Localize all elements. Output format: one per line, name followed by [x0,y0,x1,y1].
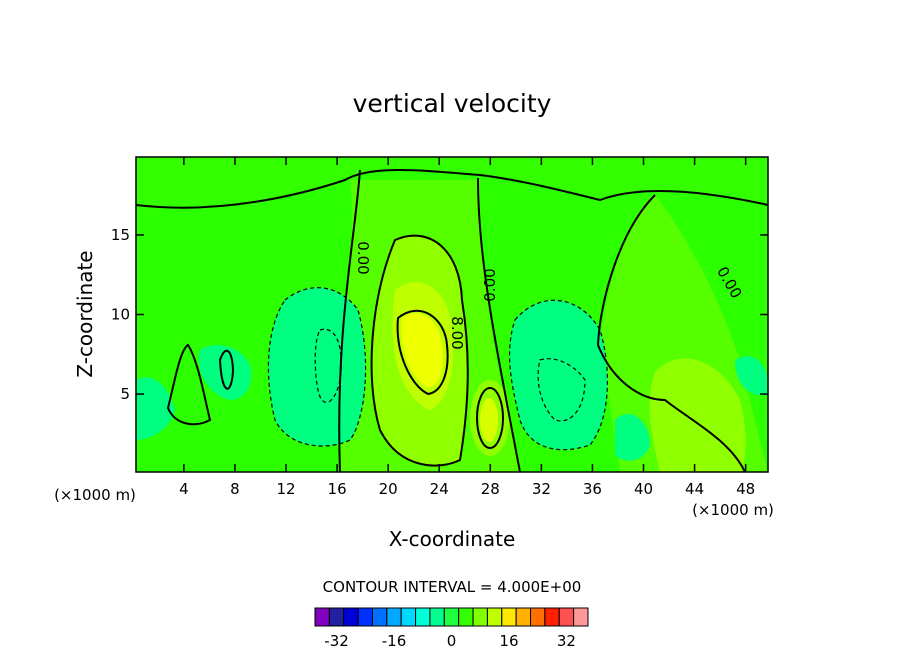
contour-interval: CONTOUR INTERVAL = 4.000E+00 [323,578,582,596]
field-region [735,356,768,396]
colorbar-swatch [544,607,560,627]
colorbar-swatch [515,607,532,627]
x-tick-label: 40 [634,480,653,498]
colorbar-swatch [386,607,402,627]
field-region [136,157,768,208]
colorbar-swatch [371,607,388,627]
contour-line [476,387,504,449]
contour-label: 0.00 [354,241,372,274]
colorbar-swatch [415,607,431,627]
colorbar-tick-label: 0 [447,632,457,650]
colorbar-swatch [530,607,546,627]
y-axis-title: Z-coordinate [73,250,97,377]
x-tick-label: 4 [179,480,189,498]
contour-line [338,169,361,472]
field-region [615,414,650,461]
colorbar-tick-label: -32 [324,632,349,650]
contour-line [314,328,342,403]
x-tick-label: 28 [481,480,500,498]
x-unit-label: (×1000 m) [54,486,136,504]
colorbar-swatch [429,607,445,627]
field-region [268,287,366,446]
field-region [480,398,498,442]
contour-line [166,343,212,426]
colorbar-swatch [314,607,330,627]
chart-title: vertical velocity [353,89,552,118]
x-tick-label: 24 [430,480,449,498]
contour-line [370,234,469,467]
colorbar-swatch [472,607,488,627]
colorbar-swatch [501,607,517,627]
colorbar-swatch [400,607,417,627]
field-region [509,300,608,450]
x-tick-label: 12 [276,480,295,498]
contour-label: 0.00 [481,268,499,301]
x-tick-label: 16 [328,480,347,498]
colorbar-swatch [443,607,460,627]
colorbar-swatch [486,607,503,627]
colorbar-tick-label: 32 [557,632,576,650]
contour-line [136,169,768,209]
field-region [199,345,252,400]
colorbar-swatch [357,607,373,627]
colorbar-swatch [573,607,589,627]
contour-line [267,287,367,447]
y-tick-label: 5 [120,385,130,403]
colorbar-swatch [458,607,474,627]
contour-line [508,299,609,451]
x-unit-label: (×1000 m) [692,501,774,519]
colorbar-swatch [558,607,575,627]
field-region [136,377,175,440]
contour-line [596,194,746,472]
x-tick-label: 48 [736,480,755,498]
x-axis-title: X-coordinate [389,527,516,551]
colorbar-swatch [328,607,345,627]
y-tick-label: 10 [111,306,130,324]
x-tick-label: 20 [379,480,398,498]
contour-line [477,177,521,472]
x-tick-label: 8 [230,480,240,498]
x-tick-label: 44 [685,480,704,498]
x-tick-label: 36 [583,480,602,498]
contour-line [218,349,235,390]
field-region [401,313,443,388]
contour-line [396,309,449,396]
colorbar-tick-label: -16 [382,632,407,650]
colorbar-swatch [343,607,359,627]
y-tick-label: 15 [111,226,130,244]
contour-label: 8.00 [448,316,466,349]
contour-field [136,157,768,472]
x-tick-label: 32 [532,480,551,498]
colorbar-tick-label: 16 [499,632,518,650]
